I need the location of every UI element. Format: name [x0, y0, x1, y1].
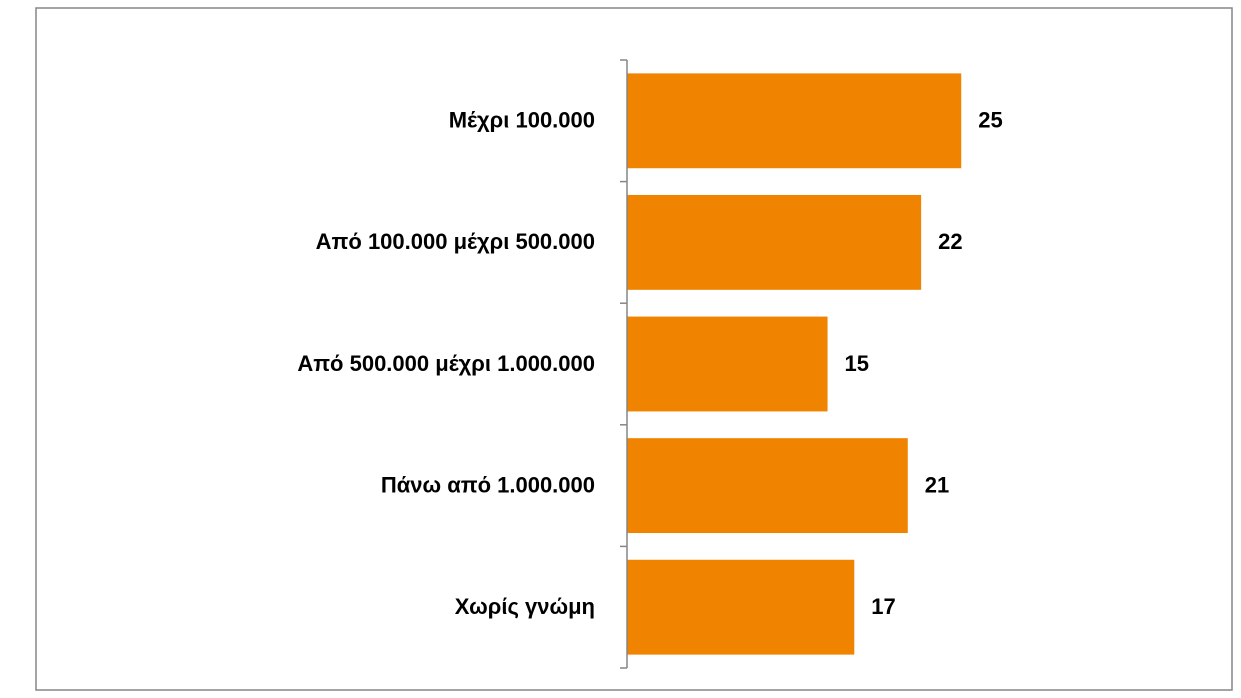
category-label: Πάνω από 1.000.000 [381, 472, 595, 497]
category-label: Μέχρι 100.000 [449, 108, 595, 133]
category-label: Χωρίς γνώμη [455, 594, 595, 619]
value-label: 22 [938, 229, 962, 254]
category-label: Από 100.000 μέχρι 500.000 [316, 229, 595, 254]
category-label: Από 500.000 μέχρι 1.000.000 [297, 351, 595, 376]
bar [627, 559, 855, 655]
value-label: 17 [871, 594, 895, 619]
value-label: 21 [925, 472, 949, 497]
bar [627, 316, 828, 412]
bar [627, 73, 962, 169]
bar [627, 194, 922, 290]
value-label: 15 [845, 351, 869, 376]
value-label: 25 [978, 108, 1002, 133]
bar [627, 438, 908, 534]
